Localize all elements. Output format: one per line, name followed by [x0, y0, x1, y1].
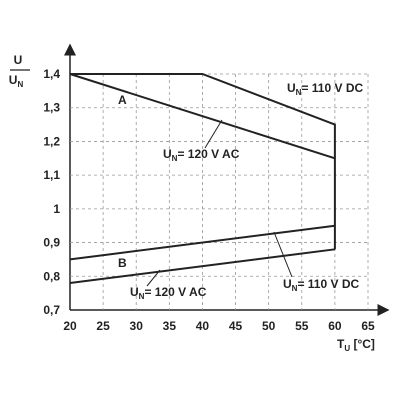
- series-label: UN= 120 V AC: [163, 147, 240, 163]
- y-label-den-main: U: [9, 73, 18, 87]
- x-label-rest: [°C]: [350, 337, 375, 351]
- x-tick-label: 35: [163, 319, 177, 333]
- series-label-main: U: [163, 147, 172, 161]
- x-label-main: T: [337, 337, 345, 351]
- x-tick-label: 50: [262, 319, 276, 333]
- series-label-rest: = 110 V DC: [301, 81, 363, 95]
- series-label-main: U: [130, 285, 139, 299]
- series-label-main: U: [287, 81, 296, 95]
- x-tick-label: 25: [96, 319, 110, 333]
- curve: [70, 73, 336, 250]
- y-axis-label: U UN: [9, 53, 30, 89]
- leader-line: [204, 119, 223, 149]
- leader-line: [273, 231, 293, 278]
- series-label-sub: N: [139, 292, 145, 301]
- x-tick-label: 45: [229, 319, 243, 333]
- x-tick-label: 55: [295, 319, 309, 333]
- region-label: A: [118, 93, 127, 107]
- series-label-rest: = 110 V DC: [297, 277, 359, 291]
- series-label: UN= 110 V DC: [287, 81, 363, 97]
- y-tick-label: 1: [53, 202, 60, 216]
- x-tick-label: 60: [328, 319, 342, 333]
- region-label: B: [118, 256, 127, 270]
- y-tick-label: 1,2: [43, 134, 60, 148]
- series-label: UN= 110 V DC: [283, 277, 359, 293]
- y-tick-label: 1,4: [43, 67, 60, 81]
- x-tick-label: 30: [130, 319, 144, 333]
- series-label-sub: N: [296, 88, 302, 97]
- series-label-rest: = 120 V AC: [177, 147, 239, 161]
- y-tick-label: 1,3: [43, 101, 60, 115]
- y-tick-label: 0,7: [43, 303, 60, 317]
- curve: [69, 248, 336, 285]
- y-label-num: U: [14, 53, 23, 67]
- x-tick-label: 40: [196, 319, 210, 333]
- y-tick-label: 0,9: [43, 236, 60, 250]
- series-label: UN= 120 V AC: [130, 285, 207, 301]
- series-label-sub: N: [292, 284, 298, 293]
- x-axis-label: TU [°C]: [337, 337, 375, 353]
- y-label-den: UN: [9, 73, 24, 89]
- y-tick-label: 1,1: [43, 168, 60, 182]
- x-tick-label: 65: [361, 319, 375, 333]
- y-tick-label: 0,8: [43, 269, 60, 283]
- x-label-sub: U: [344, 344, 350, 353]
- series-label-rest: = 120 V AC: [144, 285, 206, 299]
- y-label-den-sub: N: [17, 80, 23, 89]
- curve: [69, 224, 336, 261]
- series-label-sub: N: [172, 154, 178, 163]
- curve: [69, 73, 336, 160]
- x-tick-label: 20: [63, 319, 77, 333]
- leader-line: [146, 269, 161, 287]
- series-label-main: U: [283, 277, 292, 291]
